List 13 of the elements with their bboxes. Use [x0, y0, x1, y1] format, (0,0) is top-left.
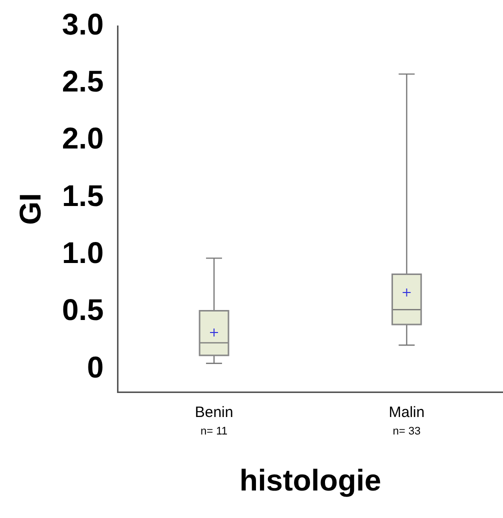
y-tick-label: 1.0 — [62, 237, 104, 270]
text: n= 11 — [200, 426, 228, 438]
y-tick-label: 1.5 — [62, 180, 104, 213]
y-tick-label: 3.0 — [62, 8, 104, 42]
y-tick-label: 0 — [87, 351, 104, 384]
y-axis-title: GI — [14, 193, 48, 225]
y-tick-label: 2.0 — [62, 122, 104, 156]
text: n= 33 — [392, 426, 421, 438]
x-tick-label: Malin — [388, 404, 425, 422]
x-axis-title: histologie — [240, 464, 382, 498]
x-tick-label: Benin — [194, 404, 234, 422]
y-tick-label: 0.5 — [62, 294, 104, 328]
y-tick-label: 2.5 — [62, 65, 104, 98]
